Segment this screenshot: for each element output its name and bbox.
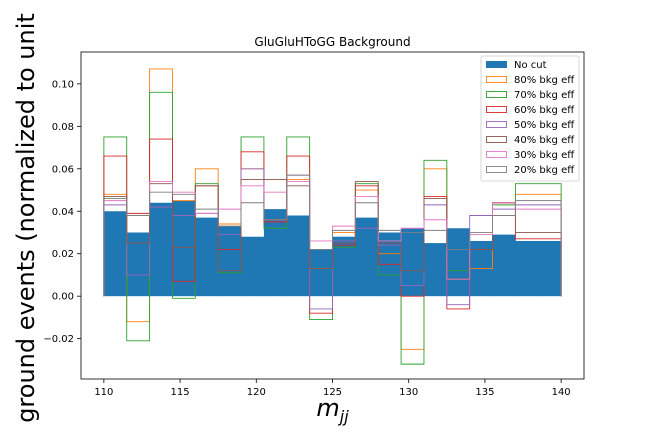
bar [309,249,333,297]
legend-item: No cut [486,60,547,71]
bar [218,226,242,297]
bar [241,236,265,297]
y-tick-label: 0.02 [52,249,74,260]
bar [515,240,539,297]
bar [126,232,150,297]
x-axis-label-subscript: jj [338,407,349,426]
legend-swatch [486,76,507,83]
bar [423,243,448,297]
bar [263,209,288,297]
y-tick-label: 0.00 [52,292,74,303]
series-no-cut [103,200,562,297]
legend-swatch [486,151,507,158]
bar [355,217,379,297]
x-axis-label: mjj [316,394,349,426]
plot-series [103,68,562,365]
legend-label: No cut [514,60,547,71]
legend-swatch [486,91,507,98]
legend-swatch [486,166,507,173]
legend-label: 40% bkg eff [514,135,575,146]
legend-label: 30% bkg eff [514,150,575,161]
bar [538,240,562,297]
bar [286,215,311,297]
y-axis-label: ground events (normalized to unit [12,13,40,423]
x-axis-ticks: 110 115 120 125 130 135 140 [94,379,571,398]
bar [172,200,196,297]
series-40-bkg-eff [103,178,562,297]
x-tick-label: 110 [94,387,113,398]
legend-swatch [486,136,507,143]
legend-swatch [486,121,507,128]
x-tick-label: 140 [552,387,571,398]
series-20-bkg-eff [103,174,562,297]
legend-label: 60% bkg eff [514,105,575,116]
y-axis-ticks: −0.02 0.00 0.02 0.04 0.06 0.08 0.10 [43,79,81,345]
step-line [103,174,562,297]
bar [332,236,356,297]
x-axis-label-main: m [316,394,339,422]
y-tick-label: 0.06 [52,164,74,175]
legend-swatch [486,106,507,113]
chart-title: GluGluHToGG Background [254,35,410,49]
step-line [103,178,562,297]
y-tick-label: −0.02 [43,334,74,345]
legend-item: 50% bkg eff [486,120,575,131]
legend-label: 50% bkg eff [514,120,575,131]
bar [149,202,173,297]
x-tick-label: 130 [399,387,418,398]
legend-item: 30% bkg eff [486,150,575,161]
legend-box [480,55,580,182]
x-tick-label: 125 [323,387,342,398]
x-tick-label: 135 [475,387,494,398]
legend-item: 40% bkg eff [486,135,575,146]
bar [195,217,219,297]
legend-item: 80% bkg eff [486,75,575,86]
legend-item: 70% bkg eff [486,90,575,101]
legend: No cut 80% bkg eff 70% bkg eff 60% bkg eff 5… [480,55,580,182]
y-tick-label: 0.08 [52,122,74,133]
legend-label: 80% bkg eff [514,75,575,86]
legend-swatch [486,61,507,68]
bar [492,234,516,297]
x-tick-label: 120 [247,387,266,398]
legend-item: 60% bkg eff [486,105,575,116]
y-tick-label: 0.10 [52,79,74,90]
y-tick-label: 0.04 [52,207,74,218]
legend-item: 20% bkg eff [486,165,575,176]
legend-label: 20% bkg eff [514,165,575,176]
x-tick-label: 115 [171,387,190,398]
bar [446,228,471,297]
bar [401,228,425,297]
legend-label: 70% bkg eff [514,90,575,101]
bar [103,211,128,297]
